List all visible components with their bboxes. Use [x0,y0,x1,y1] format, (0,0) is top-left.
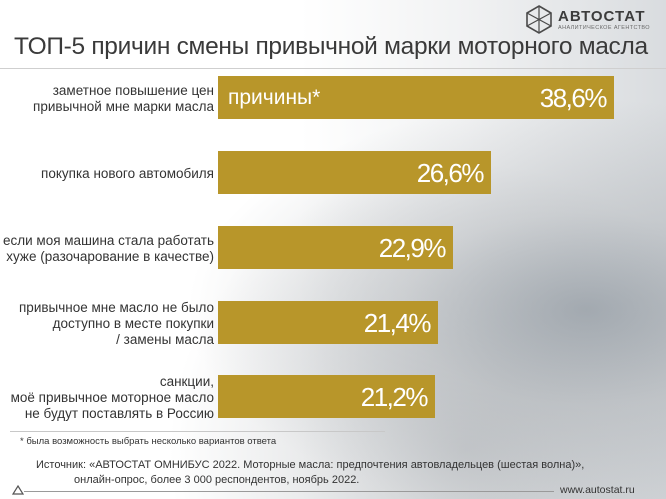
logo-emblem-icon [526,5,552,34]
category-label: если моя машина стала работать хуже (разо… [0,233,214,265]
value-label: 22,9% [378,233,447,263]
bar [218,301,438,344]
category-label-line: хуже (разочарование в качестве) [6,248,214,264]
category-label-line: покупка нового автомобиля [41,165,214,181]
bar [218,76,614,119]
logo-subtitle: АНАЛИТИЧЕСКОЕ АГЕНТСТВО [558,25,650,31]
category-label-line: доступно в месте покупки [52,315,214,331]
value-label: 21,2% [360,382,429,412]
source-line-2: онлайн-опрос, более 3 000 респондентов, … [74,474,360,486]
bar [218,375,435,418]
site-url: www.autostat.ru [560,484,635,496]
logo-name: АВТОСТАТ [558,8,646,25]
category-label: покупка нового автомобиля [0,166,214,182]
category-label: заметное повышение цен привычной мне марк… [0,83,214,115]
value-label: 21,4% [363,308,432,338]
bottom-divider [24,491,554,492]
category-label-line: заметное повышение цен [52,82,214,98]
category-label-line: санкции, [159,373,214,389]
bar-inline-label: причины* [228,86,321,109]
category-label: привычное мне масло не было доступно в ме… [0,300,214,348]
category-label-line: привычной мне марки масла [33,98,214,114]
value-label: 26,6% [416,158,485,188]
category-label-line: / замены масла [116,331,214,347]
title-divider [0,68,666,69]
autostat-logo: АВТОСТАТ АНАЛИТИЧЕСКОЕ АГЕНТСТВО [524,4,664,36]
value-label: 38,6% [539,83,608,113]
category-label: санкции, моё привычное моторное масло не б… [0,374,214,422]
note-divider [10,431,385,432]
triangle-mark-icon [12,485,24,495]
category-label-line: если моя машина стала работать [3,232,214,248]
category-label-line: моё привычное моторное масло [10,389,214,405]
source-line-1: Источник: «АВТОСТАТ ОМНИБУС 2022. Моторн… [36,459,585,471]
chart-title: ТОП-5 причин смены привычной марки мотор… [14,33,648,60]
bar [218,151,491,194]
category-label-line: привычное мне масло не было [19,299,214,315]
footnote: * была возможность выбрать несколько вар… [20,436,277,447]
category-label-line: не будут поставлять в Россию [24,405,214,421]
bar [218,226,453,269]
